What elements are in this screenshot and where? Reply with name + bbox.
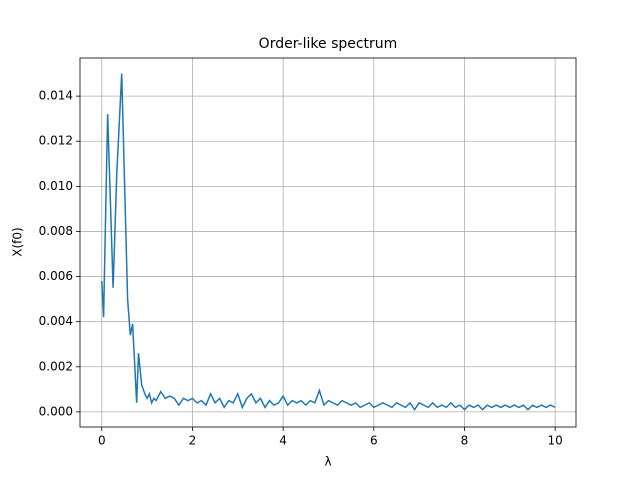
y-tick-label: 0.008 — [39, 224, 73, 238]
x-tick-label: 4 — [279, 434, 287, 448]
y-axis-label: X(f0) — [11, 227, 25, 256]
plot-frame — [79, 57, 577, 428]
data-line — [101, 73, 556, 411]
x-tick-label: 10 — [548, 434, 563, 448]
x-tick-label: 8 — [461, 434, 469, 448]
x-tick-label: 6 — [370, 434, 378, 448]
x-tick-label: 2 — [189, 434, 197, 448]
y-tick-label: 0.000 — [39, 404, 73, 418]
y-tick-label: 0.014 — [39, 89, 73, 103]
y-tick-label: 0.004 — [39, 314, 73, 328]
x-tick-label: 0 — [98, 434, 106, 448]
x-axis-label: λ — [324, 455, 331, 469]
y-tick-label: 0.002 — [39, 359, 73, 373]
y-tick-label: 0.010 — [39, 179, 73, 193]
chart-title: Order-like spectrum — [259, 36, 398, 52]
y-tick-label: 0.006 — [39, 269, 73, 283]
y-tick-label: 0.012 — [39, 134, 73, 148]
